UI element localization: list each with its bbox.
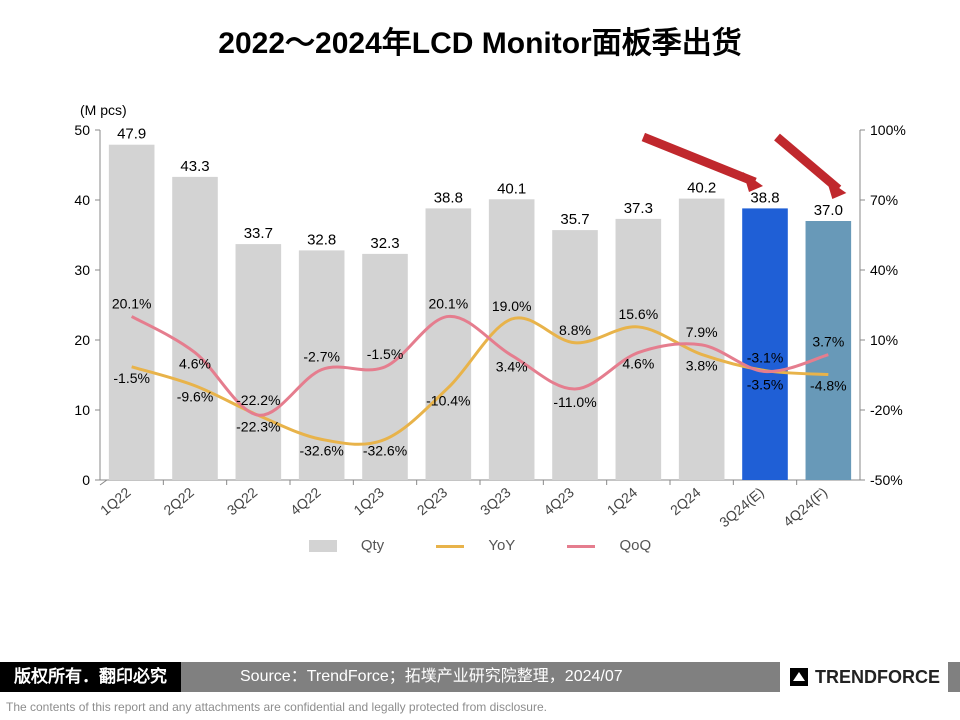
svg-text:0: 0 <box>82 472 90 488</box>
svg-text:38.8: 38.8 <box>434 189 463 206</box>
y-left-unit: (M pcs) <box>80 102 127 118</box>
svg-text:8.8%: 8.8% <box>559 322 591 338</box>
svg-text:2Q23: 2Q23 <box>414 484 451 518</box>
svg-text:-1.5%: -1.5% <box>113 370 150 386</box>
svg-text:-32.6%: -32.6% <box>363 442 407 458</box>
svg-text:-32.6%: -32.6% <box>299 442 343 458</box>
svg-text:3Q24(E): 3Q24(E) <box>716 484 767 530</box>
svg-text:10%: 10% <box>870 332 898 348</box>
svg-text:33.7: 33.7 <box>244 225 273 242</box>
svg-text:-3.1%: -3.1% <box>747 350 784 366</box>
svg-text:3Q23: 3Q23 <box>477 484 514 518</box>
svg-text:-22.2%: -22.2% <box>236 392 280 408</box>
copyright-label: 版权所有．翻印必究 <box>0 662 181 692</box>
svg-text:38.8: 38.8 <box>750 189 779 206</box>
svg-text:4.6%: 4.6% <box>622 356 654 372</box>
svg-text:-22.3%: -22.3% <box>236 418 280 434</box>
svg-text:43.3: 43.3 <box>180 158 209 175</box>
svg-text:1Q24: 1Q24 <box>604 484 641 518</box>
chart-title: 2022～2024年LCD Monitor面板季出货 <box>0 18 960 62</box>
legend-yoy: YoY <box>424 537 527 554</box>
svg-text:40%: 40% <box>870 262 898 278</box>
svg-text:40.1: 40.1 <box>497 180 526 197</box>
svg-text:35.7: 35.7 <box>560 211 589 228</box>
svg-text:40.2: 40.2 <box>687 180 716 197</box>
svg-text:-10.4%: -10.4% <box>426 393 470 409</box>
brand-logo: TRENDFORCE <box>780 662 948 692</box>
svg-text:3.4%: 3.4% <box>496 358 528 374</box>
svg-text:40: 40 <box>74 192 90 208</box>
svg-text:7.9%: 7.9% <box>686 324 718 340</box>
svg-text:37.3: 37.3 <box>624 200 653 217</box>
svg-text:-9.6%: -9.6% <box>177 389 214 405</box>
svg-text:2Q24: 2Q24 <box>667 484 704 518</box>
chart-area: 01020304050-50%-20%10%40%70%100%47.91Q22… <box>90 120 870 550</box>
svg-text:-3.5%: -3.5% <box>747 377 784 393</box>
svg-text:19.0%: 19.0% <box>492 298 532 314</box>
svg-text:20.1%: 20.1% <box>112 295 152 311</box>
svg-text:4Q23: 4Q23 <box>540 484 577 518</box>
svg-text:50: 50 <box>74 122 90 138</box>
chart-svg: 01020304050-50%-20%10%40%70%100%47.91Q22… <box>90 120 870 550</box>
svg-text:4.6%: 4.6% <box>179 356 211 372</box>
svg-text:-11.0%: -11.0% <box>553 394 596 410</box>
svg-text:-2.7%: -2.7% <box>303 349 340 365</box>
trendforce-icon <box>788 666 810 688</box>
svg-text:4Q22: 4Q22 <box>287 484 324 518</box>
svg-text:1Q23: 1Q23 <box>350 484 387 518</box>
svg-text:-50%: -50% <box>870 472 903 488</box>
svg-text:10: 10 <box>74 402 90 418</box>
svg-text:70%: 70% <box>870 192 898 208</box>
svg-text:-1.5%: -1.5% <box>367 346 404 362</box>
svg-text:32.8: 32.8 <box>307 231 336 248</box>
svg-text:2Q22: 2Q22 <box>160 484 197 518</box>
svg-text:1Q22: 1Q22 <box>97 484 134 518</box>
svg-text:3Q22: 3Q22 <box>224 484 261 518</box>
disclaimer: The contents of this report and any atta… <box>6 700 547 714</box>
svg-text:-4.8%: -4.8% <box>810 378 847 394</box>
svg-text:4Q24(F): 4Q24(F) <box>780 484 830 530</box>
svg-text:20: 20 <box>74 332 90 348</box>
svg-text:47.9: 47.9 <box>117 126 146 143</box>
legend: Qty YoY QoQ <box>90 537 870 554</box>
svg-text:30: 30 <box>74 262 90 278</box>
page: 2022～2024年LCD Monitor面板季出货 (M pcs) 0 10 20… <box>0 0 960 720</box>
svg-text:100%: 100% <box>870 122 906 138</box>
legend-qoq: QoQ <box>555 537 663 554</box>
svg-text:37.0: 37.0 <box>814 202 843 219</box>
svg-text:-20%: -20% <box>870 402 903 418</box>
svg-text:15.6%: 15.6% <box>618 306 658 322</box>
svg-text:20.1%: 20.1% <box>428 295 468 311</box>
source-label: Source：TrendForce；拓墣产业研究院整理，2024/07 <box>240 662 623 692</box>
legend-qty: Qty <box>297 537 396 554</box>
svg-text:3.7%: 3.7% <box>812 334 844 350</box>
svg-text:32.3: 32.3 <box>370 235 399 252</box>
svg-text:3.8%: 3.8% <box>686 357 718 373</box>
